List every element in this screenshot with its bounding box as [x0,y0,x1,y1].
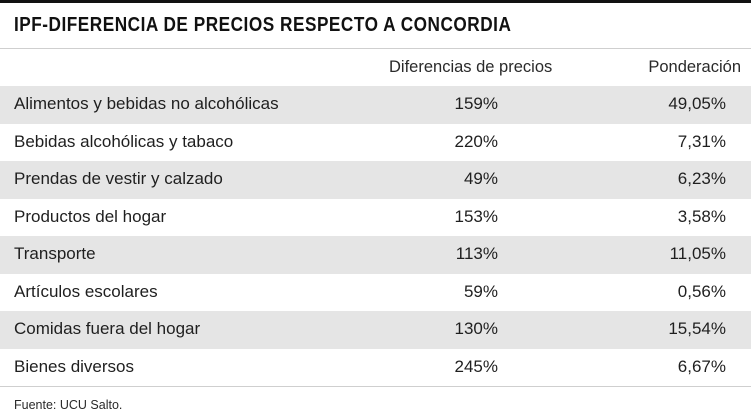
row-difference: 130% [454,319,498,338]
table-row: Bebidas alcohólicas y tabaco 220% 7,31% [0,124,751,162]
table-header: Diferencias de precios Ponderación [0,48,751,86]
source-note: Fuente: UCU Salto. [14,398,123,412]
row-weighting: 0,56% [677,281,726,301]
bottom-rule [0,386,751,387]
row-difference: 159% [454,94,498,113]
row-difference: 49% [463,169,498,188]
table-row: Comidas fuera del hogar 130% 15,54% [0,311,751,349]
row-weighting: 11,05% [669,244,726,263]
row-difference: 59% [463,281,498,301]
table-row: Prendas de vestir y calzado 49% 6,23% [0,161,751,199]
row-category: Alimentos y bebidas no alcohólicas [14,94,279,113]
row-weighting: 7,31% [677,131,726,151]
table-row: Artículos escolares 59% 0,56% [0,274,751,312]
column-header-difference: Diferencias de precios [389,58,553,76]
table-row: Alimentos y bebidas no alcohólicas 159% … [0,86,751,124]
row-weighting: 6,67% [677,356,726,376]
row-weighting: 49,05% [668,94,726,113]
table-row: Bienes diversos 245% 6,67% [0,349,751,387]
column-header-weighting: Ponderación [648,58,741,76]
table-title: IPF-DIFERENCIA DE PRECIOS RESPECTO A CON… [14,14,512,36]
row-category: Bienes diversos [14,356,135,376]
row-weighting: 3,58% [677,206,726,226]
row-weighting: 15,54% [668,319,726,338]
top-rule [0,0,751,3]
row-category: Bebidas alcohólicas y tabaco [14,131,234,151]
row-category: Artículos escolares [14,281,158,301]
row-difference: 113% [455,244,498,263]
row-difference: 153% [454,206,498,226]
row-category: Transporte [14,244,96,263]
row-category: Comidas fuera del hogar [14,319,201,338]
row-difference: 245% [454,356,498,376]
row-category: Productos del hogar [14,206,167,226]
row-difference: 220% [454,131,498,151]
price-difference-table: Diferencias de precios Ponderación Alime… [0,48,751,387]
table-row: Productos del hogar 153% 3,58% [0,199,751,237]
row-weighting: 6,23% [677,169,726,188]
table-row: Transporte 113% 11,05% [0,236,751,274]
row-category: Prendas de vestir y calzado [14,169,223,188]
